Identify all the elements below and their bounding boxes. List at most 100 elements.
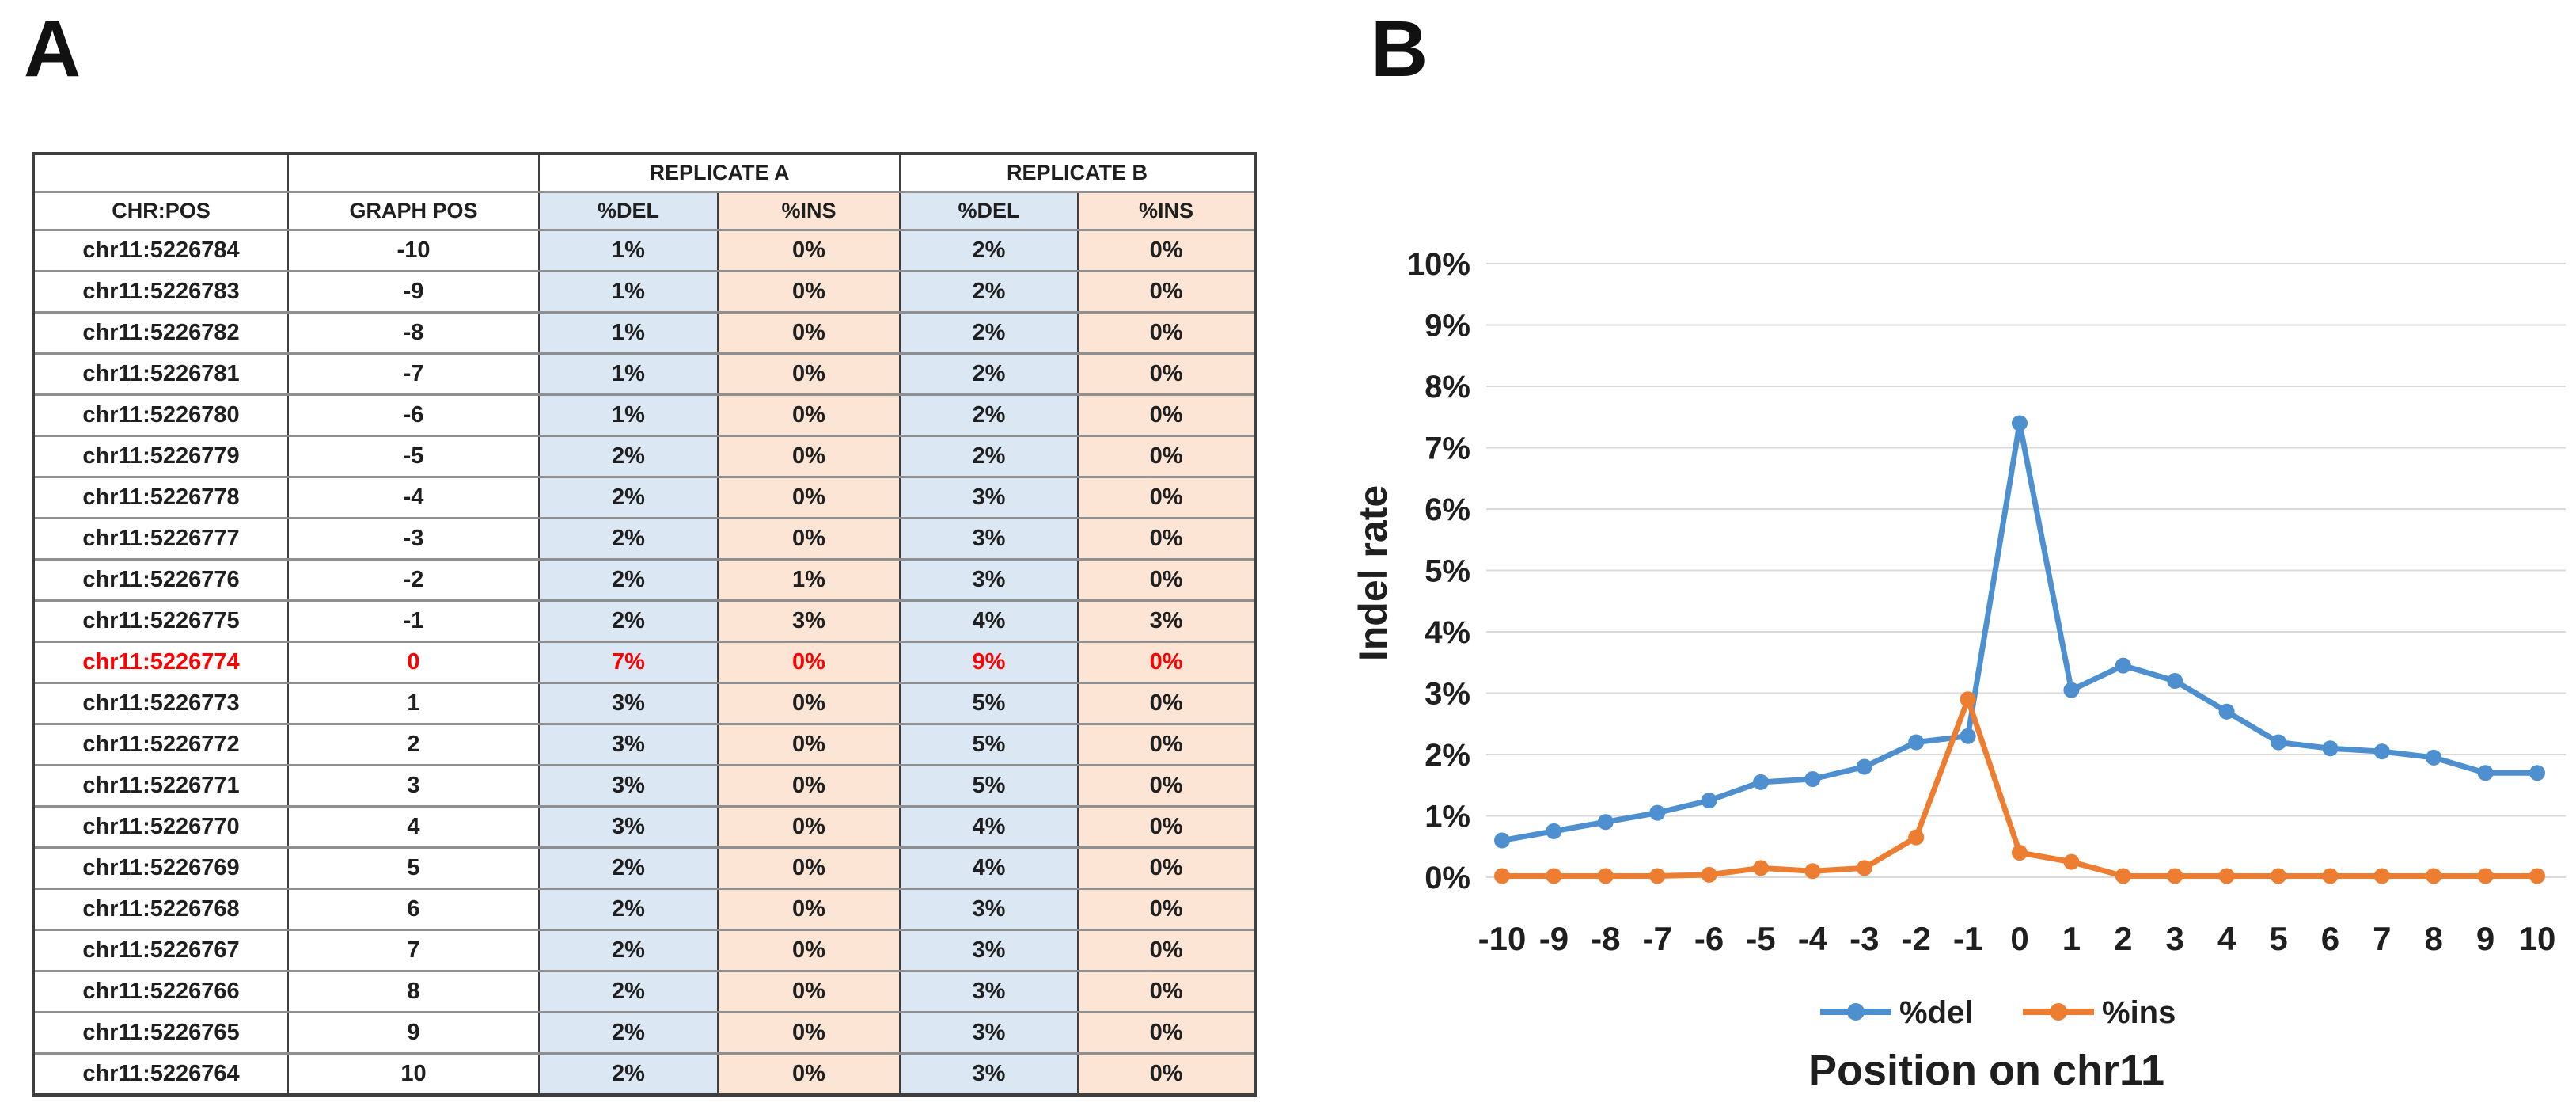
- table-cell: 2%: [538, 888, 719, 931]
- x-axis-title: Position on chr11: [1808, 1047, 2164, 1094]
- chr-pos-column-header: CHR:POS: [32, 191, 289, 231]
- x-axis-tick-labels: -10 -9 -8 -7 -6 -5 -4 -3 -2 -1 0 1 2 3 4 5 6 7 8 9 10: [1478, 920, 2556, 957]
- del-data-point: [1597, 814, 1614, 831]
- table-cell: 2%: [538, 599, 719, 643]
- table-cell: 0%: [716, 764, 901, 808]
- table-cell: 3%: [1077, 599, 1257, 643]
- del-data-point: [2012, 415, 2028, 431]
- ins-data-point: [1494, 868, 1510, 884]
- del-data-point: [2115, 657, 2131, 674]
- table-cell: 0%: [1077, 352, 1257, 396]
- table-cell: chr11:5226783: [32, 270, 289, 314]
- table-cell: 0: [287, 641, 540, 684]
- table-cell: 3%: [899, 517, 1079, 561]
- table-cell: 3%: [538, 723, 719, 766]
- table-cell: chr11:5226776: [32, 558, 289, 602]
- table-cell: 3%: [899, 1052, 1079, 1097]
- ins-data-point: [2477, 868, 2494, 884]
- y-axis-tick-label: 8%: [1425, 370, 1470, 405]
- table-cell: 0%: [1077, 846, 1257, 890]
- table-cell: 2%: [538, 970, 719, 1013]
- y-axis-tick-label: 7%: [1425, 431, 1470, 466]
- table-cell: -9: [287, 270, 540, 314]
- empty-header-cell: [32, 152, 289, 193]
- table-cell: 1: [287, 682, 540, 725]
- x-axis-tick-label: -3: [1849, 920, 1879, 957]
- table-row: chr11:5226768 6 2% 0% 3% 0%: [32, 888, 1257, 931]
- x-axis-tick-label: -1: [1953, 920, 1982, 957]
- del-data-point: [2529, 765, 2545, 781]
- y-axis-tick-label: 3%: [1425, 677, 1470, 712]
- table-cell: 3%: [899, 1011, 1079, 1055]
- table-cell: 0%: [1077, 641, 1257, 684]
- table-row: chr11:5226764 10 2% 0% 3% 0%: [32, 1052, 1257, 1097]
- table-cell: chr11:5226777: [32, 517, 289, 561]
- table-cell: -3: [287, 517, 540, 561]
- table-cell: 0%: [716, 517, 901, 561]
- y-axis-tick-label: 10%: [1407, 247, 1470, 282]
- x-axis-tick-label: 5: [2269, 920, 2287, 957]
- table-row: chr11:5226781 -7 1% 0% 2% 0%: [32, 352, 1257, 396]
- table-cell: chr11:5226765: [32, 1011, 289, 1055]
- table-row: chr11:5226775 -1 2% 3% 4% 3%: [32, 599, 1257, 643]
- x-axis-tick-label: -5: [1746, 920, 1775, 957]
- y-axis-tick-label: 5%: [1425, 554, 1470, 589]
- table-cell: chr11:5226781: [32, 352, 289, 396]
- table-cell: 0%: [1077, 558, 1257, 602]
- table-cell: 2%: [899, 270, 1079, 314]
- table-cell: 2%: [538, 517, 719, 561]
- x-axis-tick-label: 6: [2321, 920, 2339, 957]
- del-data-point: [1856, 758, 1872, 775]
- ins-data-point: [1649, 868, 1666, 884]
- del-data-point: [2477, 765, 2494, 781]
- table-cell: 1%: [538, 352, 719, 396]
- x-axis-tick-label: 10: [2519, 920, 2556, 957]
- legend-marker-swatch: [1847, 1003, 1865, 1021]
- table-row: chr11:5226782 -8 1% 0% 2% 0%: [32, 311, 1257, 355]
- table-row: chr11:5226774 0 7% 0% 9% 0%: [32, 641, 1257, 684]
- replicate-b-header: REPLICATE B: [899, 152, 1257, 193]
- table-cell: 3: [287, 764, 540, 808]
- table-cell: chr11:5226779: [32, 435, 289, 478]
- table-cell: 0%: [716, 888, 901, 931]
- indel-table: REPLICATE A REPLICATE B CHR:POS GRAPH PO…: [32, 152, 1258, 1097]
- table-cell: 2%: [899, 229, 1079, 272]
- table-cell: 0%: [716, 476, 901, 519]
- del-data-point: [2167, 673, 2183, 689]
- table-cell: 10: [287, 1052, 540, 1097]
- table-cell: chr11:5226764: [32, 1052, 289, 1097]
- table-cell: 3%: [538, 764, 719, 808]
- ins-data-point: [2115, 868, 2131, 884]
- table-cell: 0%: [716, 352, 901, 396]
- table-row: chr11:5226765 9 2% 0% 3% 0%: [32, 1011, 1257, 1055]
- table-cell: -1: [287, 599, 540, 643]
- del-data-point: [2322, 740, 2339, 757]
- ins-data-point: [1597, 868, 1614, 884]
- table-cell: chr11:5226770: [32, 805, 289, 849]
- table-cell: 3%: [899, 970, 1079, 1013]
- table-cell: 1%: [538, 270, 719, 314]
- table-cell: 3%: [899, 929, 1079, 972]
- y-axis-tick-labels: 0% 1% 2% 3% 4% 5% 6% 7% 8% 9% 10%: [1407, 247, 1470, 895]
- ins-data-point: [1856, 860, 1872, 876]
- table-cell: chr11:5226766: [32, 970, 289, 1013]
- table-cell: chr11:5226771: [32, 764, 289, 808]
- x-axis-tick-label: 1: [2062, 920, 2081, 957]
- ins-data-point: [1960, 691, 1976, 708]
- table-row: chr11:5226780 -6 1% 0% 2% 0%: [32, 393, 1257, 437]
- ins-data-point: [2167, 868, 2183, 884]
- table-cell: 0%: [1077, 682, 1257, 725]
- x-axis-tick-label: -4: [1798, 920, 1828, 957]
- table-cell: 9%: [899, 641, 1079, 684]
- table-cell: 2%: [538, 846, 719, 890]
- x-axis-tick-label: -9: [1539, 920, 1569, 957]
- del-data-point: [2271, 734, 2286, 751]
- x-axis-tick-label: -8: [1591, 920, 1620, 957]
- table-cell: 3%: [899, 476, 1079, 519]
- del-data-point: [1804, 771, 1821, 787]
- table-cell: 0%: [1077, 764, 1257, 808]
- table-cell: 1%: [538, 229, 719, 272]
- table-cell: chr11:5226774: [32, 641, 289, 684]
- x-axis-tick-label: 4: [2217, 920, 2236, 957]
- table-cell: 0%: [716, 393, 901, 437]
